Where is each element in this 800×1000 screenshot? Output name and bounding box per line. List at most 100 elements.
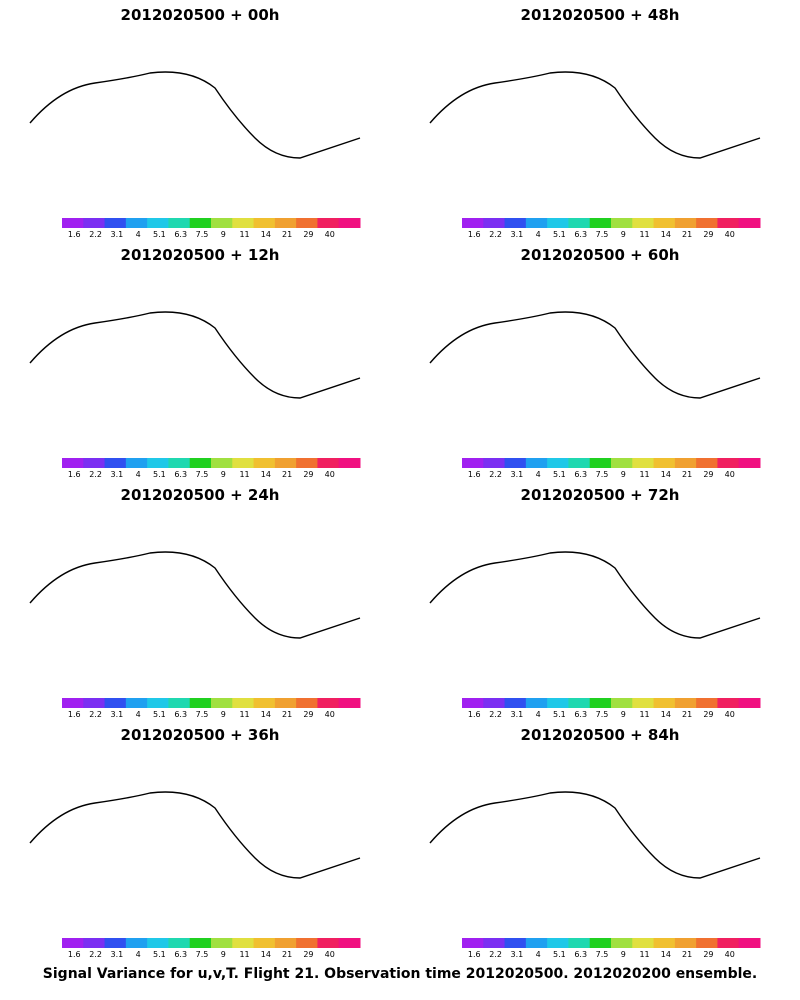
forecast-panel: 2012020500 + 12h 1.6 2.2 3.1 4 5.1 6.3 7.5 9 11 1… — [0, 240, 400, 480]
colorbar-swatch — [462, 938, 484, 948]
colorbar-swatch — [211, 698, 233, 708]
colorbar-swatch — [147, 938, 169, 948]
map-svg — [29, 71, 361, 159]
colorbar-tick-label: 9 — [221, 950, 226, 959]
colorbar-swatch — [674, 938, 697, 948]
colorbar-swatch — [547, 938, 569, 948]
map-svg — [0, 268, 400, 483]
colorbar: 1.6 2.2 3.1 4 5.1 6.3 7.5 9 11 14 21 29 40 — [62, 458, 361, 479]
colorbar-swatch — [611, 218, 633, 228]
forecast-panel: 2012020500 + 60h 1.6 2.2 3.1 4 5.1 6.3 7.5 9 11 1… — [400, 240, 800, 480]
variance-field — [0, 268, 400, 483]
coastline — [29, 311, 361, 399]
colorbar-swatch — [296, 458, 318, 468]
coastline — [29, 551, 361, 639]
colorbar-swatch — [62, 218, 84, 228]
colorbar-swatch — [253, 458, 276, 468]
colorbar-swatch — [104, 938, 127, 948]
colorbar-tick-label: 1.6 — [68, 470, 81, 479]
panel-title: 2012020500 + 48h — [520, 6, 680, 24]
figure-caption: Signal Variance for u,v,T. Flight 21. Ob… — [42, 966, 758, 982]
colorbar-swatch — [338, 698, 361, 708]
colorbar-tick-label: 21 — [282, 950, 292, 959]
colorbar-tick-label: 6.3 — [574, 950, 587, 959]
colorbar-tick-label: 40 — [325, 950, 335, 959]
colorbar-tick-label: 4 — [536, 950, 541, 959]
colorbar-swatch — [525, 218, 548, 228]
colorbar-swatch — [189, 458, 212, 468]
variance-field — [400, 268, 800, 483]
panel-title: 2012020500 + 60h — [520, 246, 680, 264]
colorbar-tick-label: 7.5 — [596, 950, 609, 959]
colorbar-swatch — [717, 458, 740, 468]
colorbar-swatch — [589, 458, 612, 468]
variance-field — [0, 508, 400, 723]
colorbar-tick-label: 40 — [725, 230, 735, 239]
colorbar-swatch — [568, 698, 591, 708]
colorbar-tick-label: 6.3 — [574, 230, 587, 239]
colorbar-tick-label: 3.1 — [110, 710, 123, 719]
colorbar-tick-label: 9 — [221, 230, 226, 239]
colorbar-swatch — [589, 698, 612, 708]
colorbar-tick-label: 1.6 — [68, 230, 81, 239]
colorbar-tick-label: 2.2 — [89, 710, 102, 719]
coastline — [29, 71, 361, 159]
colorbar-tick-label: 2.2 — [489, 710, 502, 719]
forecast-panel: 2012020500 + 48h 1.6 2.2 3.1 4 5.1 6.3 7.5 9 11 1… — [400, 0, 800, 240]
colorbar-swatch — [83, 698, 106, 708]
colorbar-tick-label: 21 — [282, 710, 292, 719]
colorbar-tick-label: 7.5 — [196, 950, 209, 959]
colorbar-swatch — [738, 218, 761, 228]
colorbar-tick-label: 5.1 — [153, 470, 166, 479]
colorbar-swatch — [504, 218, 527, 228]
colorbar-tick-label: 11 — [639, 230, 649, 239]
colorbar-tick-label: 7.5 — [596, 710, 609, 719]
colorbar-tick-label: 21 — [282, 470, 292, 479]
colorbar-tick-label: 6.3 — [174, 470, 187, 479]
variance-field — [400, 748, 800, 963]
colorbar-swatch — [189, 218, 212, 228]
map-svg — [400, 268, 800, 483]
colorbar-tick-label: 3.1 — [510, 710, 523, 719]
colorbar-tick-label: 40 — [725, 950, 735, 959]
colorbar-swatch — [632, 938, 655, 948]
colorbar-swatch — [104, 458, 127, 468]
colorbar-tick-label: 14 — [661, 710, 671, 719]
colorbar-tick-label: 29 — [703, 950, 713, 959]
colorbar-swatch — [738, 938, 761, 948]
colorbar-tick-label: 14 — [261, 710, 271, 719]
colorbar-tick-label: 14 — [661, 470, 671, 479]
colorbar: 1.6 2.2 3.1 4 5.1 6.3 7.5 9 11 14 21 29 40 — [462, 218, 761, 239]
colorbar-swatch — [125, 218, 148, 228]
colorbar-tick-label: 3.1 — [510, 470, 523, 479]
colorbar-swatch — [62, 938, 84, 948]
colorbar-swatch — [338, 218, 361, 228]
colorbar-swatch — [211, 458, 233, 468]
colorbar-swatch — [696, 698, 718, 708]
colorbar-tick-label: 1.6 — [468, 470, 481, 479]
colorbar-tick-label: 6.3 — [174, 230, 187, 239]
colorbar-swatch — [168, 698, 191, 708]
colorbar-tick-label: 5.1 — [153, 950, 166, 959]
colorbar-swatch — [504, 458, 527, 468]
colorbar-tick-label: 4 — [136, 710, 141, 719]
coastline — [429, 71, 761, 159]
colorbar-tick-label: 11 — [639, 710, 649, 719]
panel-title: 2012020500 + 12h — [120, 246, 280, 264]
colorbar-swatch — [462, 458, 484, 468]
colorbar-tick-label: 2.2 — [489, 470, 502, 479]
forecast-panel: 2012020500 + 36h 1.6 2.2 3.1 4 5.1 6.3 7.5 9 11 1… — [0, 720, 400, 960]
colorbar-tick-label: 1.6 — [468, 950, 481, 959]
panel-title: 2012020500 + 00h — [120, 6, 280, 24]
colorbar-swatch — [589, 218, 612, 228]
colorbar-swatch — [274, 218, 297, 228]
colorbar-tick-label: 40 — [325, 470, 335, 479]
colorbar-tick-label: 14 — [261, 230, 271, 239]
colorbar-tick-label: 40 — [325, 710, 335, 719]
colorbar-tick-label: 11 — [639, 470, 649, 479]
colorbar-tick-label: 7.5 — [196, 230, 209, 239]
colorbar-swatch — [62, 698, 84, 708]
colorbar-tick-label: 29 — [703, 470, 713, 479]
colorbar-tick-label: 4 — [536, 470, 541, 479]
colorbar-tick-label: 21 — [282, 230, 292, 239]
